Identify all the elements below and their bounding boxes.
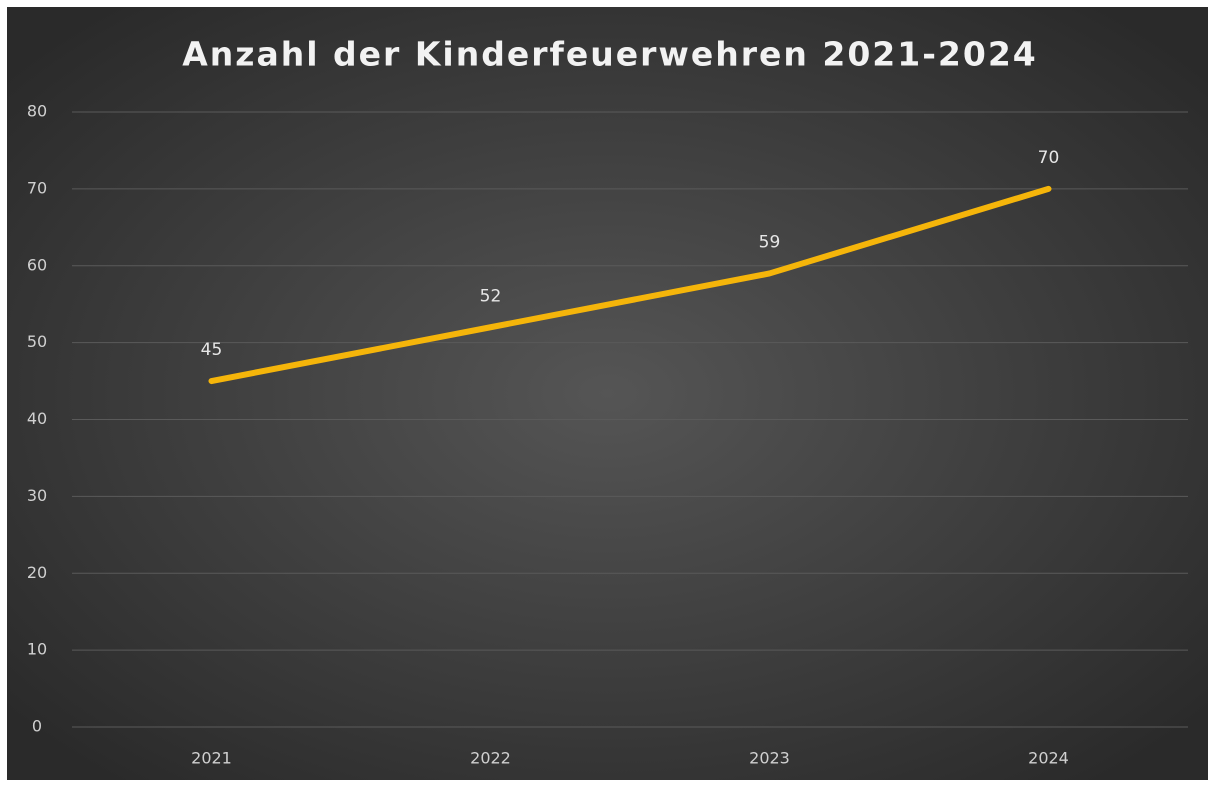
y-tick-label: 0 [32, 717, 42, 736]
y-tick-label: 10 [27, 640, 47, 659]
x-tick-label: 2021 [191, 749, 232, 768]
y-tick-label: 40 [27, 409, 47, 428]
chart-title: Anzahl der Kinderfeuerwehren 2021-2024 [182, 35, 1038, 74]
line [208, 185, 1052, 385]
y-tick-label: 60 [27, 255, 47, 274]
y-tick-label: 80 [27, 102, 47, 121]
x-tick-label: 2023 [749, 749, 790, 768]
data-label: 52 [480, 286, 502, 306]
y-tick-label: 50 [27, 332, 47, 351]
data-label: 70 [1038, 148, 1060, 168]
x-tick-label: 2024 [1028, 749, 1069, 768]
y-tick-label: 70 [27, 178, 47, 197]
chart-background [7, 7, 1208, 780]
data-label: 45 [201, 340, 223, 360]
y-tick-label: 30 [27, 486, 47, 505]
x-tick-label: 2022 [470, 749, 511, 768]
y-tick-label: 20 [27, 563, 47, 582]
data-label: 59 [759, 232, 781, 252]
